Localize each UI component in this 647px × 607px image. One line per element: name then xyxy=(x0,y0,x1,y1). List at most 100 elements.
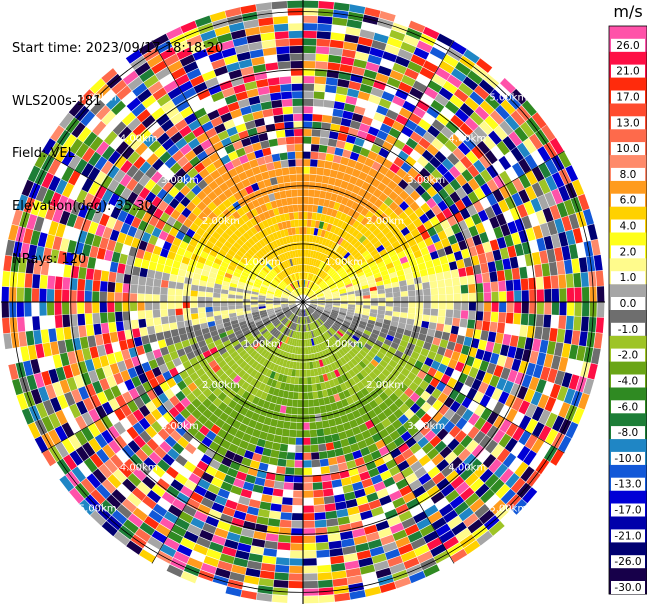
radar-gate xyxy=(340,414,349,424)
radar-gate xyxy=(344,371,352,380)
radar-gate xyxy=(434,240,444,251)
radar-gate xyxy=(412,218,423,228)
radar-gate xyxy=(313,197,320,205)
radar-gate xyxy=(353,251,362,260)
radar-gate xyxy=(393,408,404,419)
radar-gate xyxy=(310,302,318,304)
radar-gate xyxy=(439,503,454,517)
radar-gate xyxy=(321,254,327,262)
radar-gate xyxy=(339,290,347,295)
radar-gate xyxy=(377,335,386,343)
radar-gate xyxy=(298,392,303,400)
radar-gate xyxy=(377,65,392,77)
radar-gate xyxy=(304,316,307,324)
radar-gate xyxy=(327,364,334,372)
radar-gate xyxy=(363,229,372,238)
radar-gate xyxy=(320,271,327,279)
radar-gate xyxy=(389,522,405,534)
radar-gate xyxy=(318,152,327,161)
radar-gate xyxy=(252,452,262,462)
radar-gate xyxy=(323,332,330,340)
radar-gate xyxy=(392,529,408,541)
radar-gate xyxy=(489,239,500,251)
radar-gate xyxy=(331,290,339,295)
radar-gate xyxy=(304,332,307,340)
radar-gate xyxy=(295,437,303,445)
radar-gate xyxy=(282,359,288,368)
radar-gate xyxy=(550,275,559,289)
radar-gate xyxy=(284,413,292,422)
radar-gate xyxy=(480,488,495,504)
radar-gate xyxy=(539,250,549,264)
radar-gate xyxy=(347,575,363,585)
radar-gate xyxy=(322,481,333,490)
radar-gate xyxy=(276,420,285,429)
radar-gate xyxy=(474,273,483,284)
radar-gate xyxy=(406,498,420,510)
colorbar-label: m/s xyxy=(613,2,642,21)
radar-gate xyxy=(531,182,544,198)
radar-gate xyxy=(330,193,338,202)
radar-gate xyxy=(494,463,508,479)
radar-gate xyxy=(367,350,376,359)
radar-gate xyxy=(342,322,350,329)
radar-gate xyxy=(318,261,324,269)
radar-gate xyxy=(365,326,373,333)
radar-gate xyxy=(370,302,378,306)
radar-gate xyxy=(298,384,303,392)
radar-gate xyxy=(306,369,311,377)
radar-gate xyxy=(583,208,594,226)
radar-gate xyxy=(286,452,296,460)
radar-gate xyxy=(512,426,525,442)
radar-gate xyxy=(342,173,352,183)
radar-gate xyxy=(367,443,379,454)
radar-gate xyxy=(293,338,298,347)
radar-gate xyxy=(307,273,311,281)
radar-gate xyxy=(549,328,558,342)
radar-gate xyxy=(275,473,285,482)
radar-gate xyxy=(331,479,343,488)
radar-gate xyxy=(491,388,503,401)
radar-gate xyxy=(262,447,272,457)
radar-gate xyxy=(498,433,512,448)
radar-gate xyxy=(316,308,324,312)
radar-gate xyxy=(395,114,409,126)
radar-gate xyxy=(394,576,411,589)
radar-gate xyxy=(441,464,455,478)
radar-gate xyxy=(507,221,518,234)
radar-gate xyxy=(427,243,437,254)
radar-gate xyxy=(425,209,436,220)
radar-gate xyxy=(382,452,394,463)
radar-gate xyxy=(305,288,309,296)
colorbar-tick-label: -6.0 xyxy=(618,401,639,413)
radar-gate xyxy=(381,91,395,102)
radar-gate xyxy=(294,377,299,385)
radar-gate xyxy=(468,302,476,311)
radar-gate xyxy=(415,397,426,408)
radar-gate xyxy=(529,350,539,364)
radar-gate xyxy=(303,121,313,129)
radar-gate xyxy=(366,323,375,329)
radar-gate xyxy=(361,332,370,340)
radar-gate xyxy=(317,367,323,376)
radar-gate xyxy=(392,311,400,318)
radar-gate xyxy=(558,185,571,202)
radar-gate xyxy=(356,326,365,333)
radar-gate xyxy=(468,131,482,146)
radar-gate xyxy=(465,150,479,164)
radar-gate xyxy=(370,298,378,302)
radar-gate xyxy=(474,106,490,121)
radar-gate xyxy=(499,291,507,302)
radar-gate xyxy=(308,182,316,190)
radar-gate xyxy=(343,354,351,363)
radar-gate xyxy=(351,201,360,211)
radar-gate xyxy=(389,392,399,403)
radar-gate xyxy=(413,345,423,354)
radar-gate xyxy=(382,158,393,169)
radar-gate xyxy=(303,212,308,220)
radar-gate xyxy=(595,317,604,333)
radar-gate xyxy=(336,341,343,349)
radar-gate xyxy=(454,231,465,243)
radar-gate xyxy=(480,421,493,435)
radar-gate xyxy=(414,173,426,185)
